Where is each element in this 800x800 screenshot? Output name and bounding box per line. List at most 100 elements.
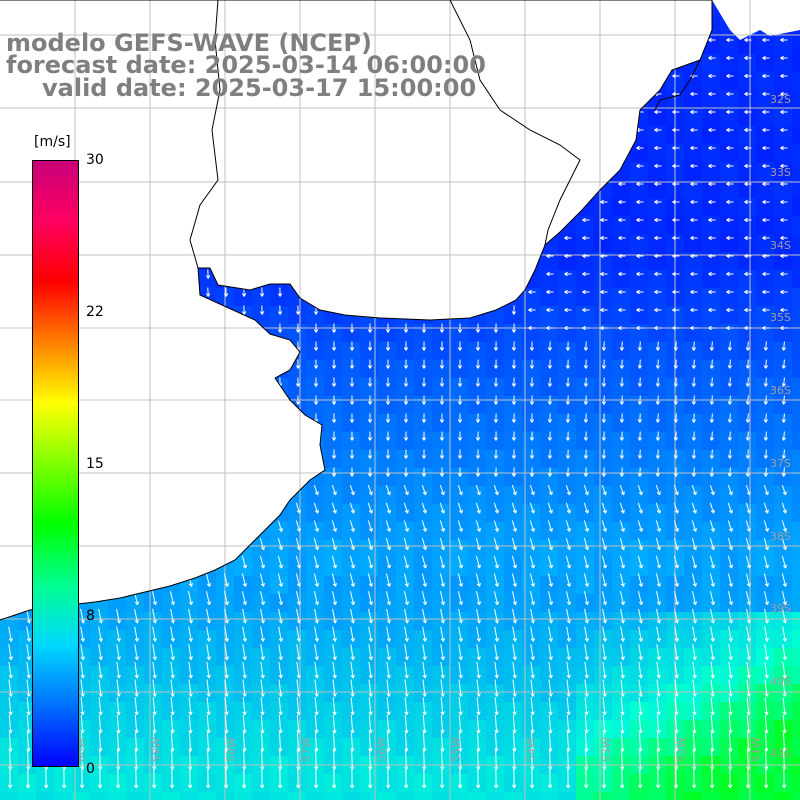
lat-label: 41S xyxy=(770,747,791,760)
wind-arrow xyxy=(619,573,625,587)
wind-arrow xyxy=(584,608,589,624)
wind-arrow xyxy=(655,395,661,405)
wind-arrow xyxy=(673,341,678,351)
wind-arrow xyxy=(403,395,409,405)
wind-arrow xyxy=(116,644,121,661)
wind-arrow xyxy=(673,520,679,532)
wind-arrow xyxy=(709,502,715,514)
wind-arrow xyxy=(691,449,696,459)
land-layer xyxy=(0,0,800,620)
wind-arrow xyxy=(565,484,571,496)
wind-arrow xyxy=(691,431,696,441)
wind-arrow xyxy=(152,644,157,661)
wind-arrow xyxy=(530,644,535,661)
wind-arrow xyxy=(170,626,175,642)
wind-arrow xyxy=(475,341,481,351)
wind-arrow xyxy=(440,732,445,752)
wind-arrow xyxy=(727,377,732,387)
wind-arrow xyxy=(745,413,750,423)
wind-arrow xyxy=(349,484,355,496)
wind-arrow xyxy=(745,395,750,405)
wind-arrow xyxy=(512,608,517,624)
wind-arrow xyxy=(726,55,734,61)
wind-arrow xyxy=(780,91,788,97)
wind-arrow xyxy=(744,55,752,61)
wind-arrow xyxy=(206,697,211,716)
wind-arrow xyxy=(278,697,283,716)
wind-arrow xyxy=(691,520,697,532)
wind-arrow xyxy=(601,377,607,387)
wind-arrow xyxy=(636,217,644,223)
wind-arrow xyxy=(439,395,445,405)
wind-arrow xyxy=(674,608,679,624)
wind-arrow xyxy=(205,591,211,606)
wind-arrow xyxy=(764,661,769,679)
wind-arrow xyxy=(493,449,499,459)
wind-arrow xyxy=(726,91,734,97)
wind-arrow xyxy=(727,591,733,606)
wind-arrow xyxy=(654,127,662,133)
wind-arrow xyxy=(368,714,373,734)
wind-arrow xyxy=(583,395,589,405)
wind-arrow xyxy=(332,679,337,697)
wind-arrow xyxy=(726,199,734,205)
wind-arrow xyxy=(602,608,607,624)
wind-arrow xyxy=(260,626,265,642)
wind-arrow xyxy=(421,502,427,514)
wind-arrow xyxy=(188,768,193,789)
wind-arrow xyxy=(475,538,481,551)
wind-arrow xyxy=(349,395,355,405)
wind-arrow xyxy=(277,520,283,532)
wind-arrow xyxy=(458,626,463,642)
wind-arrow xyxy=(780,199,788,205)
wind-arrow xyxy=(494,608,499,624)
wind-arrow xyxy=(475,395,481,405)
wind-arrow xyxy=(744,271,752,277)
wind-arrow xyxy=(331,377,337,387)
wind-arrow xyxy=(367,341,373,351)
wind-arrow xyxy=(206,661,211,679)
wind-arrow xyxy=(493,520,499,532)
wind-arrow xyxy=(654,181,662,187)
wind-arrow xyxy=(638,679,643,697)
wind-arrow xyxy=(548,679,553,697)
wind-arrow xyxy=(404,714,409,734)
wind-arrow xyxy=(546,289,554,295)
wind-arrow xyxy=(637,413,643,423)
wind-arrow xyxy=(584,661,589,679)
wind-arrow xyxy=(403,591,409,606)
wind-arrow xyxy=(260,768,265,789)
wind-arrow xyxy=(763,591,769,606)
wind-arrow xyxy=(692,732,697,752)
wind-arrow xyxy=(618,307,626,313)
wind-arrow xyxy=(781,395,786,405)
wind-arrow xyxy=(224,679,229,697)
lon-label: 55W xyxy=(450,737,463,762)
wind-arrow xyxy=(421,359,427,369)
wind-arrow xyxy=(745,538,751,551)
wind-arrow xyxy=(709,573,715,587)
wind-arrow xyxy=(421,431,427,441)
wind-arrow xyxy=(386,732,391,752)
wind-arrow xyxy=(708,163,716,169)
wind-arrow xyxy=(708,109,716,115)
wind-arrow xyxy=(746,644,751,661)
wind-arrow xyxy=(386,679,391,697)
wind-arrow xyxy=(493,395,499,405)
wind-arrow xyxy=(493,377,499,387)
wind-arrow xyxy=(763,395,768,405)
colorbar-tick-22: 22 xyxy=(86,304,104,320)
wind-arrow xyxy=(726,325,734,331)
wind-arrow xyxy=(582,235,590,241)
wind-arrow xyxy=(565,467,571,477)
wind-arrow xyxy=(511,305,517,315)
wind-arrow xyxy=(170,697,175,716)
wind-arrow xyxy=(780,55,788,61)
wind-arrow xyxy=(80,714,85,734)
wind-arrow xyxy=(726,145,734,151)
wind-arrow xyxy=(744,199,752,205)
wind-arrow xyxy=(259,591,265,606)
wind-arrow xyxy=(493,502,499,514)
wind-arrow xyxy=(134,661,139,679)
